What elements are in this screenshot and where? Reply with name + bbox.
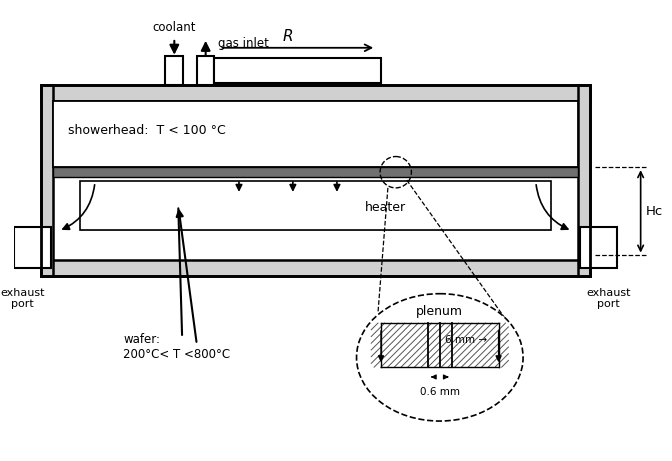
Bar [165, 56, 183, 85]
Bar [80, 181, 550, 230]
Text: heater: heater [366, 201, 407, 214]
Text: showerhead:  T < 100 °C: showerhead: T < 100 °C [67, 124, 225, 137]
Text: R: R [283, 29, 293, 44]
Text: gas inlet: gas inlet [218, 37, 269, 50]
Bar [578, 85, 590, 276]
Text: exhaust
port: exhaust port [0, 288, 45, 309]
Bar [197, 56, 214, 85]
Bar [41, 85, 590, 276]
Bar [580, 227, 617, 268]
Text: 6 mm →: 6 mm → [445, 335, 487, 345]
Text: exhaust
port: exhaust port [586, 288, 630, 309]
Bar [41, 85, 590, 100]
Text: coolant: coolant [153, 21, 196, 34]
Text: wafer:
200°C< T <800°C: wafer: 200°C< T <800°C [124, 333, 230, 361]
Bar [41, 260, 590, 276]
Bar [13, 227, 51, 268]
Text: Hᴄ: Hᴄ [646, 205, 663, 218]
Bar [214, 58, 381, 83]
Bar [53, 100, 578, 167]
Bar [41, 85, 53, 276]
Text: 0.6 mm: 0.6 mm [420, 387, 460, 397]
Bar [53, 167, 578, 177]
Ellipse shape [357, 294, 523, 421]
Text: plenum: plenum [417, 305, 463, 318]
